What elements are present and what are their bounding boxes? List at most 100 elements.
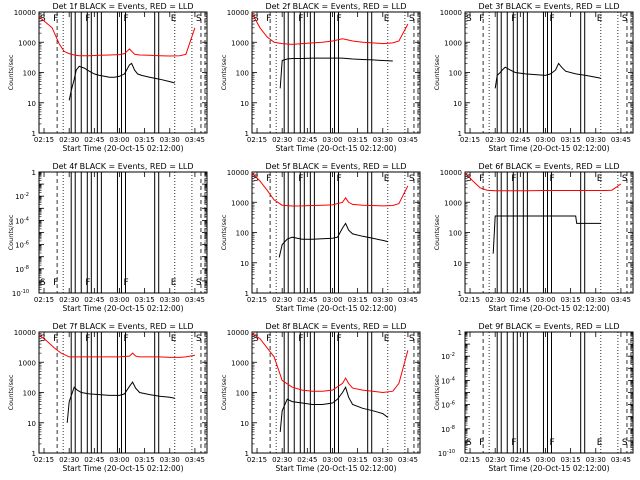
- x-tick-label: 03:15: [135, 456, 155, 464]
- event-marker-label: F: [549, 438, 554, 448]
- y-tick-label: 1000: [18, 359, 36, 367]
- event-marker-label: F: [85, 278, 90, 288]
- y-tick-label: 10000: [227, 169, 249, 177]
- x-tick-label: 03:00: [109, 136, 129, 144]
- x-tick-label: 03:30: [373, 296, 393, 304]
- y-axis-label: Counts/sec: [433, 374, 441, 410]
- x-tick-label: 03:45: [185, 296, 205, 304]
- event-marker-label: S: [196, 334, 202, 344]
- x-tick-label: 02:45: [297, 296, 317, 304]
- y-tick-label: 1: [32, 130, 36, 138]
- y-axis-label: Counts/sec: [220, 374, 228, 410]
- x-axis-label: Start Time (20-Oct-15 02:12:00): [488, 144, 609, 153]
- chart-title: Det 6f BLACK = Events, RED = LLD: [478, 162, 619, 171]
- x-tick-label: 03:30: [160, 296, 180, 304]
- y-tick-label: 10-10: [438, 449, 455, 458]
- x-tick-label: 02:30: [59, 456, 79, 464]
- x-tick-label: 02:15: [460, 296, 480, 304]
- x-axis-label: Start Time (20-Oct-15 02:12:00): [275, 464, 396, 473]
- plot-frame: [464, 11, 634, 134]
- y-tick-label: 10000: [440, 169, 462, 177]
- x-tick-label: 02:45: [297, 456, 317, 464]
- x-tick-label: 03:30: [586, 136, 606, 144]
- x-tick-label: 02:45: [510, 296, 530, 304]
- x-tick-label: 02:45: [84, 136, 104, 144]
- x-tick-label: 02:45: [84, 456, 104, 464]
- event-marker-label: F: [298, 14, 303, 24]
- x-axis-label: Start Time (20-Oct-15 02:12:00): [488, 464, 609, 473]
- event-marker-label: S: [466, 438, 472, 448]
- event-marker-label: E: [171, 278, 177, 288]
- y-axis-label: Counts/sec: [220, 214, 228, 250]
- plot-frame: [38, 11, 208, 134]
- event-marker-label: F: [85, 334, 90, 344]
- y-axis-label: Counts/sec: [433, 214, 441, 250]
- x-tick-label: 03:30: [373, 456, 393, 464]
- event-marker-label: S: [253, 334, 259, 344]
- y-tick-label: 10: [240, 260, 249, 268]
- event-marker-label: F: [298, 174, 303, 184]
- event-marker-label: F: [479, 438, 484, 448]
- lld-series-line: [38, 334, 195, 358]
- x-tick-label: 02:15: [34, 136, 54, 144]
- event-marker-label: S: [40, 14, 46, 24]
- event-marker-label: S: [409, 14, 415, 24]
- x-tick-label: 02:15: [247, 456, 267, 464]
- x-tick-label: 03:30: [586, 296, 606, 304]
- event-marker-label: E: [597, 14, 603, 24]
- event-marker-label: S: [466, 14, 472, 24]
- chart-title: Det 9f BLACK = Events, RED = LLD: [478, 322, 619, 331]
- x-tick-label: 03:15: [348, 296, 368, 304]
- x-tick-label: 02:15: [460, 136, 480, 144]
- event-marker-label: F: [266, 334, 271, 344]
- events-series-line: [492, 215, 601, 254]
- x-tick-label: 03:30: [586, 456, 606, 464]
- events-series-line: [68, 62, 175, 101]
- y-tick-label: 1: [245, 130, 249, 138]
- x-tick-label: 02:30: [59, 296, 79, 304]
- x-tick-label: 02:30: [485, 296, 505, 304]
- lld-series-line: [251, 172, 409, 207]
- event-marker-label: F: [123, 14, 128, 24]
- event-marker-label: F: [479, 174, 484, 184]
- y-axis-label: Counts/sec: [433, 54, 441, 90]
- event-marker-label: S: [409, 174, 415, 184]
- event-marker-label: S: [40, 334, 46, 344]
- y-tick-label: 1: [458, 329, 462, 337]
- x-tick-label: 03:00: [535, 456, 555, 464]
- event-marker-label: F: [123, 278, 128, 288]
- event-marker-label: F: [479, 14, 484, 24]
- event-marker-label: E: [384, 174, 390, 184]
- events-series-line: [66, 381, 175, 423]
- event-marker-label: F: [336, 334, 341, 344]
- y-tick-label: 1: [245, 290, 249, 298]
- event-marker-label: F: [85, 14, 90, 24]
- y-tick-label: 10-4: [15, 216, 29, 225]
- chart-title: Det 8f BLACK = Events, RED = LLD: [265, 322, 406, 331]
- x-tick-label: 02:30: [272, 456, 292, 464]
- plot-frame: [251, 331, 421, 454]
- y-tick-label: 10000: [14, 9, 36, 17]
- x-tick-label: 03:00: [322, 136, 342, 144]
- event-marker-label: S: [466, 174, 472, 184]
- chart-title: Det 2f BLACK = Events, RED = LLD: [265, 2, 406, 11]
- y-tick-label: 10: [240, 100, 249, 108]
- event-marker-label: F: [511, 14, 516, 24]
- y-tick-label: 100: [449, 230, 462, 238]
- y-tick-label: 10000: [14, 329, 36, 337]
- x-tick-label: 03:15: [135, 296, 155, 304]
- x-tick-label: 03:15: [348, 456, 368, 464]
- y-tick-label: 10: [240, 420, 249, 428]
- event-marker-label: S: [40, 278, 46, 288]
- plot-frame: [251, 11, 421, 134]
- y-tick-label: 100: [449, 70, 462, 78]
- y-tick-label: 1: [245, 450, 249, 458]
- chart-title: Det 5f BLACK = Events, RED = LLD: [265, 162, 406, 171]
- event-marker-label: S: [196, 14, 202, 24]
- x-axis-label: Start Time (20-Oct-15 02:12:00): [62, 464, 183, 473]
- x-tick-label: 02:30: [485, 136, 505, 144]
